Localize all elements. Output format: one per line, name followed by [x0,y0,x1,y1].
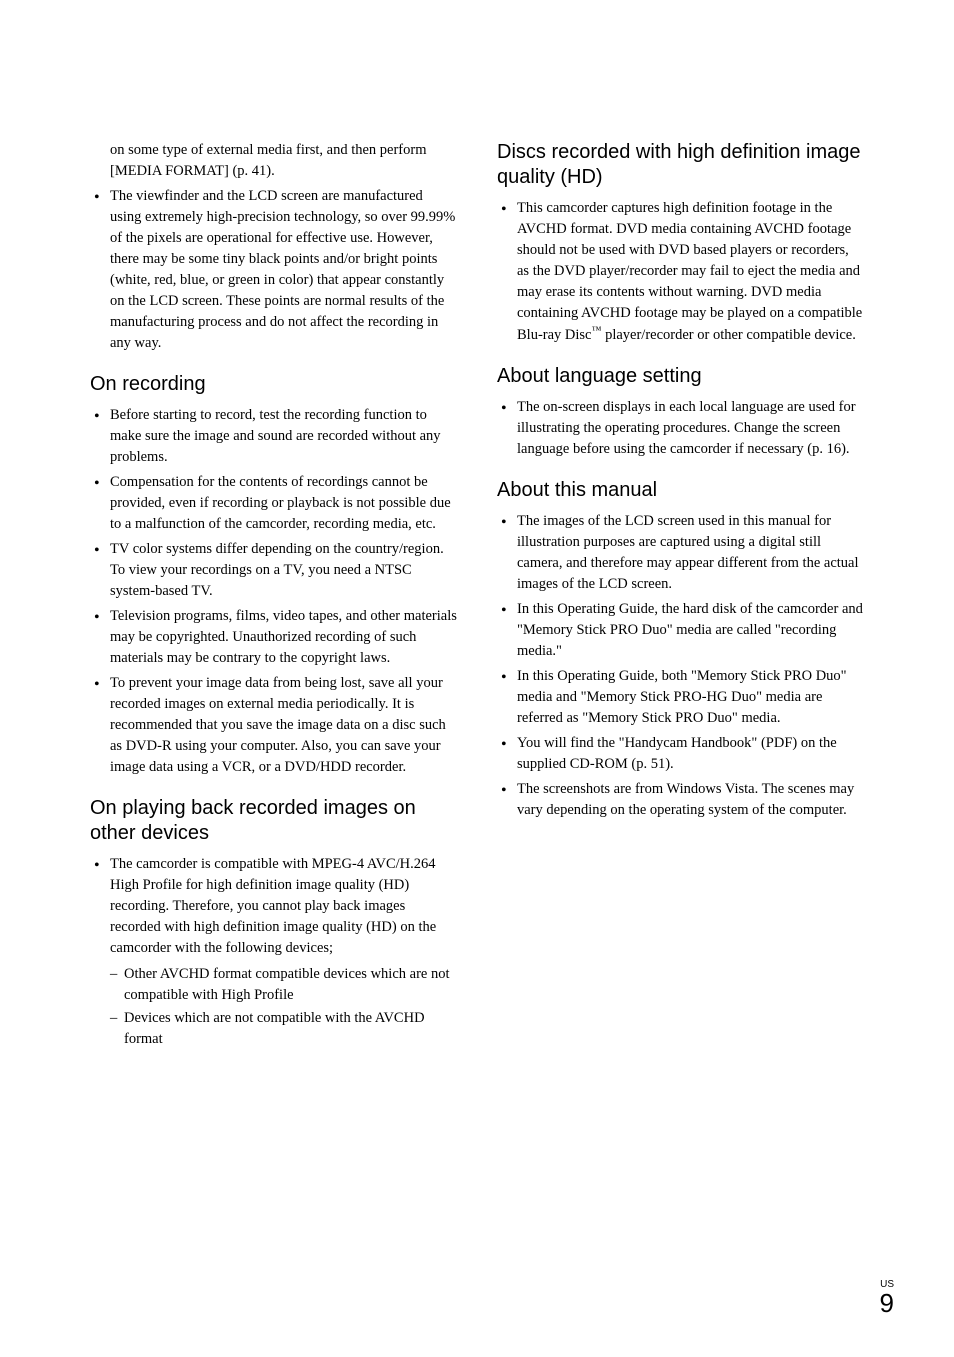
viewfinder-note: The viewfinder and the LCD screen are ma… [90,186,457,354]
right-column: Discs recorded with high definition imag… [497,140,864,1052]
discs-text-b: player/recorder or other compatible devi… [601,327,855,343]
continuation-text: on some type of external media first, an… [110,140,457,182]
recording-bullet: Compensation for the contents of recordi… [90,472,457,535]
manual-bullet: In this Operating Guide, both "Memory St… [497,666,864,729]
manual-bullet: The images of the LCD screen used in thi… [497,511,864,595]
discs-text-a: This camcorder captures high definition … [517,200,862,343]
recording-bullet: To prevent your image data from being lo… [90,673,457,778]
playback-subitem: Devices which are not compatible with th… [90,1008,457,1050]
footer-page-number: 9 [880,1288,894,1318]
manual-heading: About this manual [497,478,864,503]
manual-bullet: You will find the "Handycam Handbook" (P… [497,733,864,775]
on-recording-heading: On recording [90,372,457,397]
recording-bullet: Television programs, films, video tapes,… [90,606,457,669]
playback-bullet: The camcorder is compatible with MPEG-4 … [90,854,457,959]
discs-bullet: This camcorder captures high definition … [497,198,864,346]
left-column: on some type of external media first, an… [90,140,457,1052]
manual-bullet: In this Operating Guide, the hard disk o… [497,599,864,662]
discs-heading: Discs recorded with high definition imag… [497,140,864,190]
page-columns: on some type of external media first, an… [90,140,864,1052]
trademark-symbol: ™ [592,325,602,336]
language-bullet: The on-screen displays in each local lan… [497,397,864,460]
recording-bullet: TV color systems differ depending on the… [90,539,457,602]
page-footer: US 9 [880,1279,894,1317]
language-heading: About language setting [497,364,864,389]
playback-subitem: Other AVCHD format compatible devices wh… [90,964,457,1006]
recording-bullet: Before starting to record, test the reco… [90,405,457,468]
on-playing-back-heading: On playing back recorded images on other… [90,796,457,846]
manual-bullet: The screenshots are from Windows Vista. … [497,779,864,821]
